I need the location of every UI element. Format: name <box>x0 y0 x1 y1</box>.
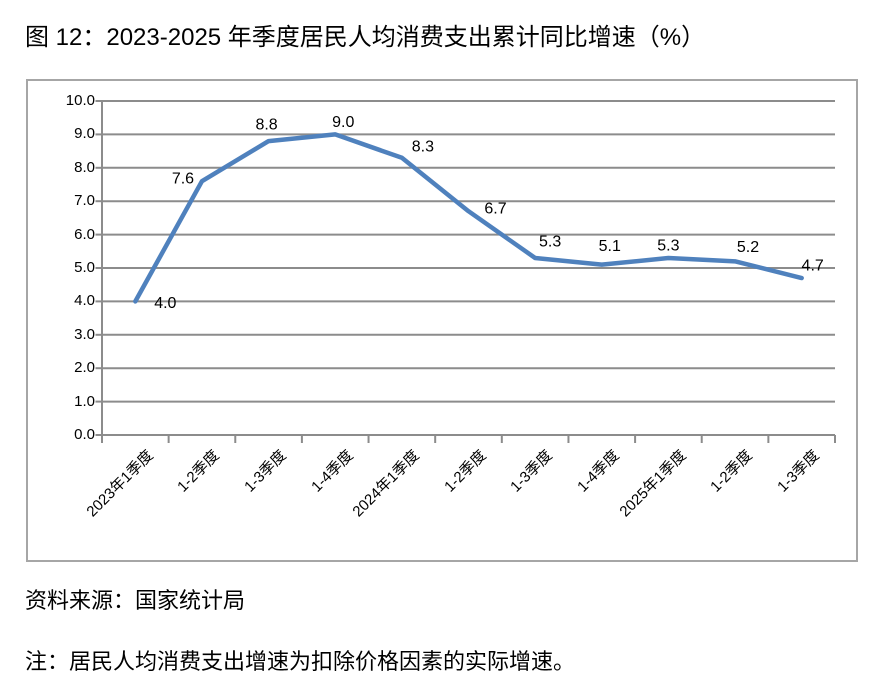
chart-frame <box>26 79 858 562</box>
chart-canvas: 4.0 7.6 8.8 9.0 8.3 6.7 5.3 5.1 5.3 5.2 4.7 <box>95 100 836 443</box>
page-title: 图 12：2023-2025 年季度居民人均消费支出累计同比增速（%） <box>25 24 706 51</box>
source-note: 资料来源：国家统计局 <box>25 588 246 613</box>
data-point-label: 5.2 <box>737 239 759 256</box>
data-point-label: 8.3 <box>412 138 434 155</box>
data-point-label: 6.7 <box>484 201 506 218</box>
data-point-label: 4.0 <box>154 295 176 312</box>
footnote: 注：居民人均消费支出增速为扣除价格因素的实际增速。 <box>25 649 576 674</box>
data-point-label: 7.6 <box>172 171 194 188</box>
data-point-label: 4.7 <box>802 258 824 275</box>
data-point-label: 5.3 <box>539 233 561 250</box>
data-point-label: 5.3 <box>657 237 679 254</box>
data-point-label: 8.8 <box>255 117 277 134</box>
data-point-label: 5.1 <box>599 238 621 255</box>
data-point-label: 9.0 <box>332 114 354 131</box>
